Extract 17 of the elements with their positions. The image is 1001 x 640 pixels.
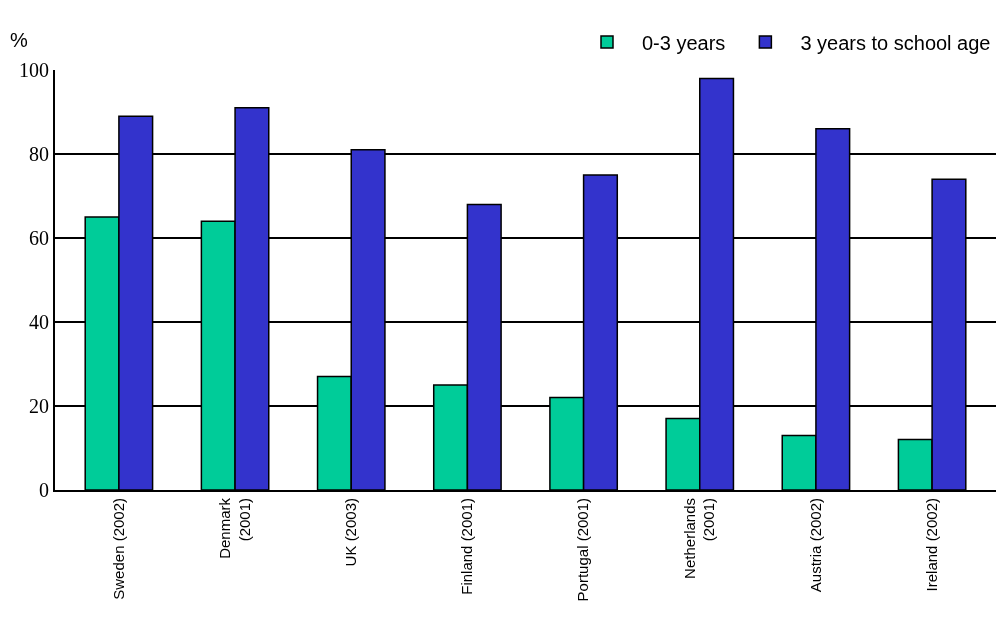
y-tick-label: 80: [29, 143, 49, 165]
y-tick-label: 20: [29, 395, 49, 417]
y-tick-label: 100: [19, 59, 49, 81]
x-tick-label: Denmark (2001): [216, 497, 253, 559]
y-tick-label: 0: [39, 479, 49, 501]
y-axis-title: %: [10, 29, 28, 51]
x-tick-label: Netherlands (2001): [680, 498, 718, 579]
x-tick-label: Finland (2001): [458, 498, 476, 595]
y-tick-label: 60: [29, 227, 49, 249]
y-tick-label: 40: [29, 311, 49, 333]
legend-label: 3 years to school age: [800, 31, 991, 54]
x-tick-label: Austria (2002): [806, 498, 824, 593]
x-tick-label: Sweden (2002): [109, 498, 127, 600]
x-tick-label: Ireland (2002): [922, 498, 940, 592]
x-tick-label: UK (2003): [342, 498, 360, 567]
x-tick-label: Portugal (2001): [574, 498, 592, 602]
legend-label: 0-3 years: [642, 31, 726, 54]
